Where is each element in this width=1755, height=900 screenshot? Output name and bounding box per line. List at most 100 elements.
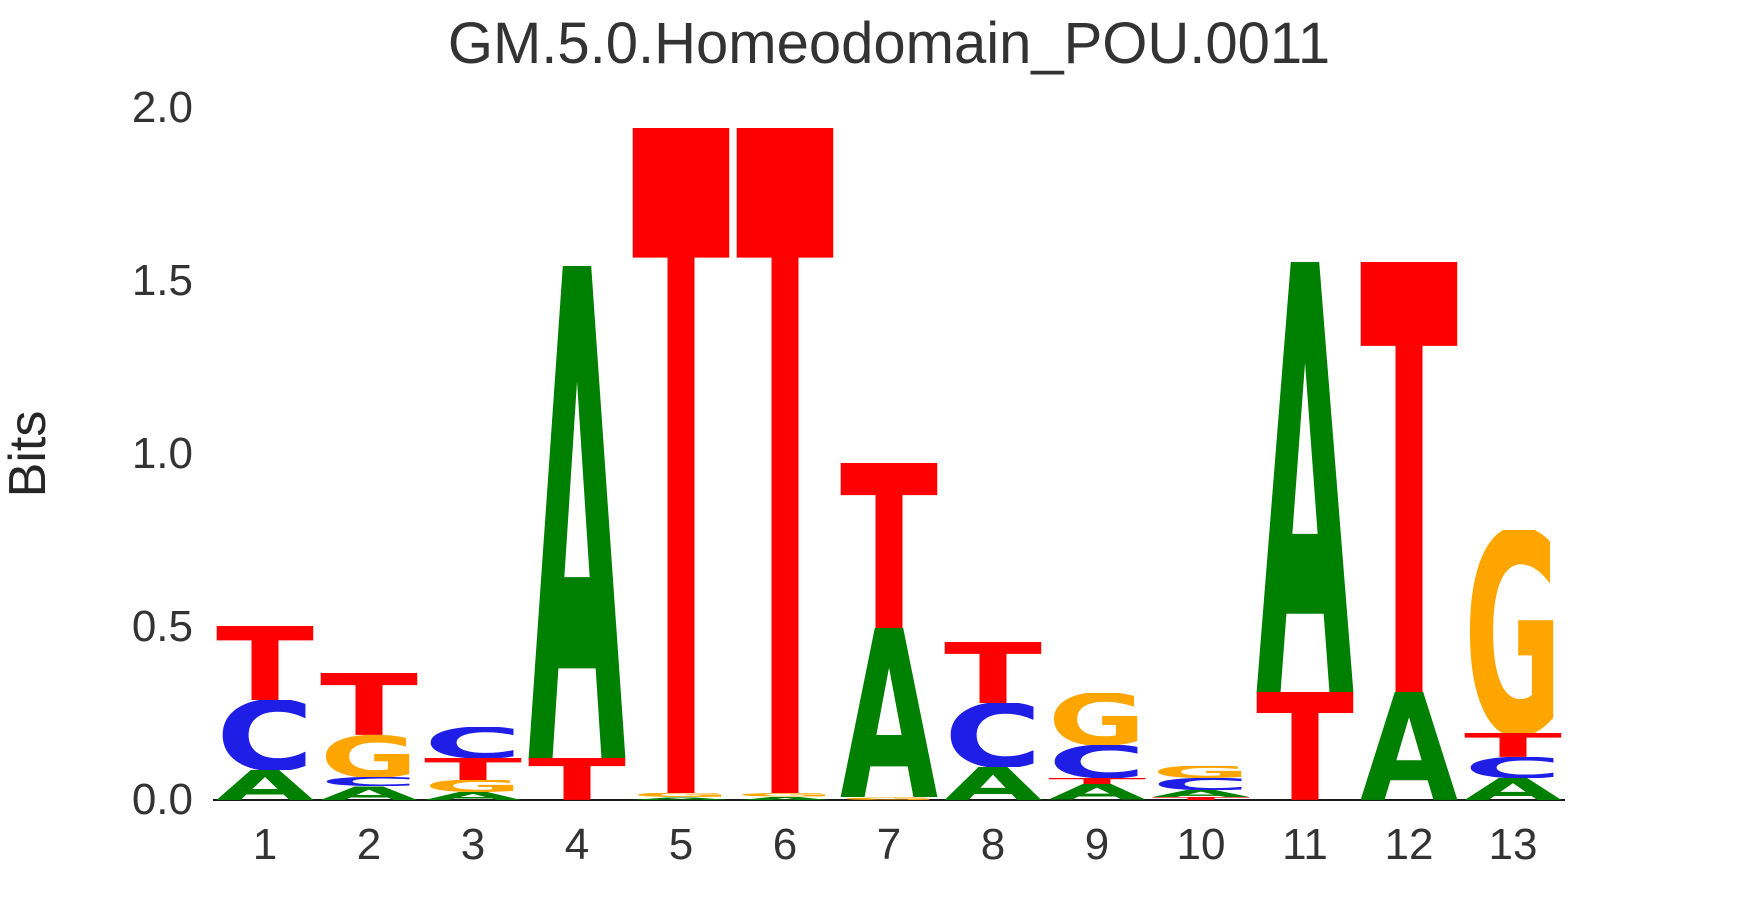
x-tick-label-2: 2 <box>356 820 382 869</box>
y-tick-label-0.0: 0.0 <box>131 775 193 824</box>
svg-text:C: C <box>320 777 418 786</box>
logo-pos3-letter-C: C <box>424 727 522 758</box>
svg-text:T: T <box>1152 797 1250 800</box>
svg-text:G: G <box>736 793 834 796</box>
x-tick-label-7: 7 <box>876 820 902 869</box>
logo-pos2-letter-A: A <box>320 786 418 800</box>
svg-text:C: C <box>1048 745 1146 778</box>
svg-text:T: T <box>944 642 1042 703</box>
logo-pos13-letter-G: G <box>1464 530 1562 733</box>
logo-pos10-letter-A: A <box>1152 790 1250 797</box>
svg-text:G: G <box>1464 530 1562 733</box>
svg-text:T: T <box>1256 692 1354 800</box>
svg-text:T: T <box>632 128 730 793</box>
logo-pos8-letter-A: A <box>944 767 1042 800</box>
svg-text:A: A <box>1360 692 1458 800</box>
svg-text:A: A <box>216 770 314 800</box>
svg-text:T: T <box>1360 262 1458 692</box>
svg-text:T: T <box>1048 778 1146 785</box>
svg-text:G: G <box>1152 766 1250 778</box>
logo-pos9-letter-T: T <box>1048 778 1146 785</box>
logo-pos11-letter-A: A <box>1256 262 1354 692</box>
svg-text:G: G <box>424 780 522 792</box>
logo-pos3-letter-A: A <box>424 792 522 800</box>
x-tick-label-5: 5 <box>668 820 694 869</box>
logo-pos1-letter-T: T <box>216 626 314 700</box>
svg-text:G: G <box>632 793 730 797</box>
logo-pos7-letter-A: A <box>840 628 938 797</box>
svg-text:A: A <box>1152 790 1250 797</box>
logo-pos4-letter-T: T <box>528 758 626 800</box>
svg-text:A: A <box>632 797 730 800</box>
logo-pos5-letter-G: G <box>632 793 730 797</box>
x-tick-label-13: 13 <box>1488 820 1538 869</box>
y-axis-label: Bits <box>0 410 57 498</box>
svg-text:A: A <box>424 792 522 800</box>
logo-pos7-letter-T: T <box>840 463 938 628</box>
logo-pos8-letter-T: T <box>944 642 1042 703</box>
x-axis-line <box>213 799 1565 801</box>
x-tick-label-8: 8 <box>980 820 1006 869</box>
logo-pos9-letter-G: G <box>1048 693 1146 745</box>
logo-pos6-letter-T: T <box>736 128 834 793</box>
chart-title: GM.5.0.Homeodomain_POU.0011 <box>447 11 1331 76</box>
y-tick-label-2.0: 2.0 <box>131 83 193 132</box>
logo-pos13-letter-C: C <box>1464 757 1562 778</box>
svg-text:A: A <box>320 786 418 800</box>
x-tick-label-10: 10 <box>1176 820 1226 869</box>
logo-pos12-letter-T: T <box>1360 262 1458 692</box>
x-tick-label-1: 1 <box>252 820 278 869</box>
svg-text:G: G <box>320 735 418 777</box>
logo-pos2-letter-G: G <box>320 735 418 777</box>
svg-text:T: T <box>1464 733 1562 757</box>
logo-pos1-letter-C: C <box>216 700 314 770</box>
svg-text:C: C <box>424 727 522 758</box>
y-tick-label-0.5: 0.5 <box>131 602 193 651</box>
x-tick-label-3: 3 <box>460 820 486 869</box>
logo-pos8-letter-C: C <box>944 703 1042 767</box>
svg-text:C: C <box>216 700 314 770</box>
svg-text:G: G <box>1048 693 1146 745</box>
logo-pos3-letter-G: G <box>424 780 522 792</box>
svg-text:T: T <box>736 128 834 793</box>
svg-text:A: A <box>840 628 938 797</box>
svg-text:C: C <box>1152 778 1250 790</box>
logo-pos9-letter-A: A <box>1048 784 1146 800</box>
svg-text:C: C <box>944 703 1042 767</box>
logo-pos12-letter-A: A <box>1360 692 1458 800</box>
svg-text:T: T <box>840 463 938 628</box>
svg-text:T: T <box>528 758 626 800</box>
y-tick-label-1.5: 1.5 <box>131 256 193 305</box>
logo-pos6-letter-A: A <box>736 797 834 800</box>
logo-pos7-letter-G: G <box>840 797 938 800</box>
logo-pos10-letter-G: G <box>1152 766 1250 778</box>
svg-text:A: A <box>1256 262 1354 692</box>
x-tick-label-9: 9 <box>1084 820 1110 869</box>
x-tick-label-6: 6 <box>772 820 798 869</box>
logo-pos3-letter-T: T <box>424 758 522 780</box>
svg-text:A: A <box>944 767 1042 800</box>
logo-pos9-letter-C: C <box>1048 745 1146 778</box>
logo-pos10-letter-T: T <box>1152 797 1250 800</box>
logo-pos5-letter-T: T <box>632 128 730 793</box>
logo-pos2-letter-T: T <box>320 673 418 735</box>
x-tick-label-12: 12 <box>1384 820 1434 869</box>
svg-text:G: G <box>840 797 938 800</box>
svg-text:T: T <box>320 673 418 735</box>
logo-pos2-letter-C: C <box>320 777 418 786</box>
logo-pos6-letter-G: G <box>736 793 834 796</box>
x-tick-label-11: 11 <box>1282 820 1328 869</box>
svg-text:A: A <box>1048 784 1146 800</box>
svg-text:A: A <box>1464 778 1562 800</box>
logo-pos5-letter-A: A <box>632 797 730 800</box>
logo-pos13-letter-A: A <box>1464 778 1562 800</box>
logo-pos1-letter-A: A <box>216 770 314 800</box>
svg-text:A: A <box>736 797 834 800</box>
svg-text:A: A <box>528 266 626 758</box>
svg-text:C: C <box>1464 757 1562 778</box>
svg-text:T: T <box>216 626 314 700</box>
y-tick-label-1.0: 1.0 <box>131 429 193 478</box>
x-tick-label-4: 4 <box>564 820 590 869</box>
logo-pos13-letter-T: T <box>1464 733 1562 757</box>
